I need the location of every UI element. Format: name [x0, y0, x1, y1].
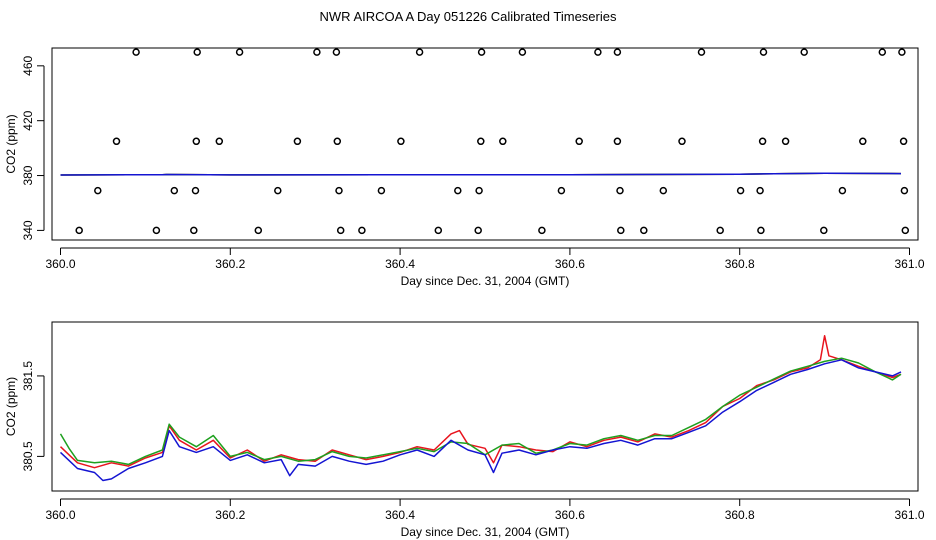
y-tick-label: 380.5 — [21, 441, 35, 471]
scatter-point — [215, 137, 224, 146]
x-tick-label: 360.6 — [555, 257, 585, 271]
x-tick-label: 360.0 — [45, 257, 75, 271]
scatter-point — [613, 48, 622, 56]
y-axis-label: CO2 (ppm) — [4, 114, 18, 173]
scatter-point — [697, 48, 706, 56]
plot-frame — [51, 321, 919, 492]
scatter-point — [899, 137, 908, 146]
scatter-point — [820, 226, 828, 235]
scatter-point — [898, 48, 906, 56]
scatter-point — [335, 186, 343, 195]
y-tick-label: 381.5 — [21, 361, 35, 391]
x-tick-label: 360.8 — [725, 257, 755, 271]
bottom-chart-panel: 360.0 360.2 360.4 360.6 360.8 361.0 Day since … — [4, 321, 925, 539]
y-tick-label: 420 — [21, 110, 35, 130]
y-tick-label: 340 — [21, 220, 35, 240]
scatter-point — [112, 137, 121, 146]
x-tick-label: 360.4 — [385, 257, 415, 271]
x-tick-label: 360.2 — [215, 257, 245, 271]
scatter-point — [235, 48, 244, 56]
scatter-point — [838, 186, 847, 195]
scatter-point — [94, 186, 102, 195]
scatter-point — [475, 186, 483, 195]
top-chart-panel: 360.0 360.2 360.4 360.6 360.8 361.0 Day since … — [4, 47, 925, 288]
scatter-point — [474, 226, 482, 235]
scatter-point — [332, 48, 341, 56]
scatter-point — [575, 137, 583, 146]
y-axis-label: CO2 (ppm) — [4, 377, 18, 436]
x-tick-label: 360.2 — [215, 508, 245, 522]
scatter-point — [170, 186, 179, 195]
y-tick-label: 460 — [21, 55, 35, 75]
scatter-point — [274, 186, 282, 195]
x-tick-label: 360.8 — [725, 508, 755, 522]
x-tick-label: 361.0 — [894, 257, 924, 271]
scatter-point — [191, 186, 200, 195]
scatter-point — [716, 226, 724, 235]
page-title: NWR AIRCOA A Day 051226 Calibrated Times… — [320, 9, 617, 24]
scatter-point — [640, 226, 648, 235]
plot-frame — [51, 47, 919, 241]
scatter-point — [397, 137, 405, 146]
scatter-point — [434, 226, 443, 235]
scatter-point — [415, 48, 424, 56]
scatter-point — [659, 186, 668, 195]
scatter-point — [377, 186, 386, 195]
series-line-blue — [59, 359, 902, 482]
scatter-point — [859, 137, 867, 146]
scatter-point — [254, 226, 263, 235]
scatter-point — [616, 186, 624, 195]
x-axis-label: Day since Dec. 31, 2004 (GMT) — [401, 274, 570, 288]
scatter-point — [800, 48, 808, 56]
scatter-point — [759, 48, 768, 56]
series-line-blue — [60, 172, 902, 176]
x-tick-label: 360.0 — [45, 508, 75, 522]
scatter-point — [190, 226, 198, 235]
x-tick-label: 360.6 — [555, 508, 585, 522]
scatter-point — [477, 137, 485, 146]
scatter-point — [358, 226, 366, 235]
x-axis-label: Day since Dec. 31, 2004 (GMT) — [401, 525, 570, 539]
scatter-point — [900, 186, 909, 195]
scatter-point — [758, 137, 767, 146]
scatter-point — [152, 226, 161, 235]
scatter-point — [613, 137, 622, 146]
scatter-point — [878, 48, 887, 56]
scatter-point — [617, 226, 625, 235]
scatter-point — [678, 137, 686, 146]
scatter-point — [293, 137, 302, 146]
scatter-point — [757, 226, 765, 235]
scatter-point — [499, 137, 507, 146]
scatter-point — [781, 137, 790, 146]
scatter-point — [193, 48, 201, 56]
x-tick-label: 360.4 — [385, 508, 415, 522]
scatter-point — [477, 48, 486, 56]
scatter-point — [518, 48, 527, 56]
scatter-point — [313, 48, 321, 56]
scatter-point — [192, 137, 201, 146]
series-line-green — [59, 357, 902, 466]
series-line-red — [59, 334, 902, 469]
scatter-point — [333, 137, 342, 146]
scatter-point — [756, 186, 764, 195]
y-tick-label: 380 — [21, 165, 35, 185]
scatter-point — [75, 226, 83, 235]
scatter-point — [736, 186, 745, 195]
scatter-point — [594, 48, 602, 56]
scatter-point — [557, 186, 566, 195]
x-tick-label: 361.0 — [894, 508, 924, 522]
scatter-point — [336, 226, 345, 235]
scatter-point — [454, 186, 462, 195]
scatter-point — [901, 226, 910, 235]
scatter-point — [538, 226, 546, 235]
scatter-point — [132, 48, 140, 56]
